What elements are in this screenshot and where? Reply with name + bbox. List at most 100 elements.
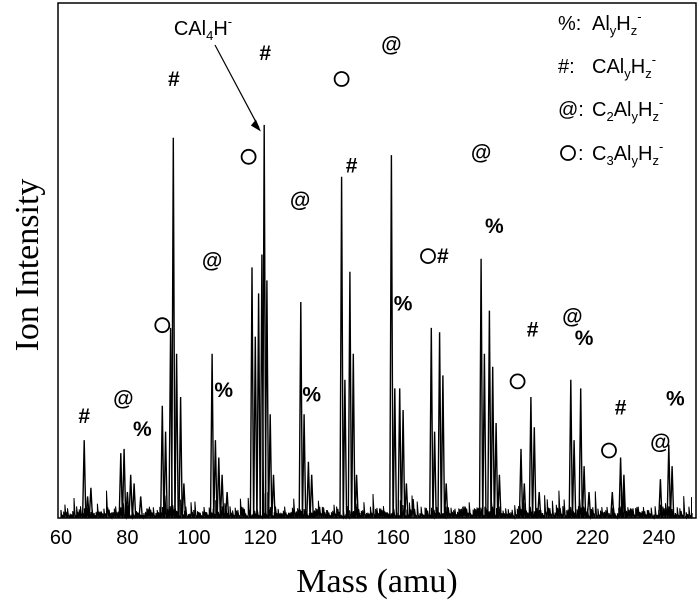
peak-marker-circle bbox=[509, 373, 526, 390]
spectrum-peak bbox=[342, 379, 348, 519]
spectrum-peak bbox=[261, 124, 267, 519]
spectrum-peak bbox=[669, 466, 675, 519]
spectrum-peak bbox=[256, 293, 261, 519]
legend-entry-label-part: z bbox=[652, 153, 659, 168]
spectrum-peak bbox=[618, 457, 623, 519]
x-tick-label: 120 bbox=[244, 527, 277, 549]
spectrum-peak bbox=[171, 137, 176, 519]
peak-marker: % bbox=[575, 327, 594, 350]
annotation-label-part: - bbox=[228, 14, 232, 29]
legend-circle-symbol bbox=[560, 145, 576, 161]
legend-entry-label: C3AlyHz- bbox=[592, 139, 663, 168]
spectrum-peak bbox=[131, 483, 137, 519]
spectrum-peak bbox=[490, 366, 495, 519]
spectrum-peak bbox=[621, 474, 627, 519]
spectrum-peak bbox=[531, 427, 537, 519]
spectrum-peak bbox=[354, 474, 359, 519]
spectrum-peak bbox=[306, 461, 311, 519]
legend-entry-label-part: H bbox=[638, 99, 652, 121]
x-tick-label: 240 bbox=[642, 527, 675, 549]
plot-frame bbox=[57, 2, 697, 519]
spectrum-peak bbox=[578, 388, 583, 519]
peak-marker: # bbox=[168, 68, 180, 91]
spectrum-peak bbox=[181, 483, 187, 519]
peak-marker: % bbox=[214, 379, 233, 402]
legend-entry-label-part: H bbox=[631, 56, 645, 78]
x-axis-title: Mass (amu) bbox=[296, 563, 457, 600]
legend-entry-label-part: Al bbox=[614, 143, 632, 165]
spectrum-peak bbox=[522, 483, 527, 519]
spectrum-peak bbox=[658, 479, 663, 519]
legend-entry-label-part: y bbox=[631, 153, 638, 168]
peak-marker: # bbox=[527, 319, 539, 342]
x-tick-label: 80 bbox=[116, 527, 138, 549]
peak-marker: % bbox=[302, 383, 321, 406]
legend-entry-label-part: - bbox=[652, 52, 656, 67]
x-tick-label: 180 bbox=[443, 527, 476, 549]
annotation-label-part: H bbox=[213, 18, 227, 40]
legend: %: AlyHz-#: CAlyHz-@: C2AlyHz-: C3AlyHz- bbox=[558, 9, 663, 168]
peak-marker-circle bbox=[240, 148, 257, 165]
spectrum-peak bbox=[301, 414, 307, 519]
spectrum-peak bbox=[400, 409, 406, 519]
spectrum-peak bbox=[568, 379, 574, 519]
spectrum-peak bbox=[128, 474, 133, 519]
x-tick-label: 60 bbox=[50, 527, 72, 549]
spectrum-peak bbox=[437, 332, 442, 519]
y-axis-title: Ion Intensity bbox=[9, 179, 46, 352]
peak-marker: @ bbox=[113, 388, 133, 411]
peak-marker: @ bbox=[471, 141, 491, 164]
spectrum-peak bbox=[138, 496, 143, 519]
legend-entry-label-part: z bbox=[631, 23, 638, 38]
spectrum-peak bbox=[351, 353, 356, 519]
legend-entry-label-part: z bbox=[645, 66, 652, 81]
spectrum-peak bbox=[518, 448, 524, 519]
spectrum-peak bbox=[125, 492, 130, 519]
x-axis-ticks: 60 80 100 120 140 160 180 200 220 240 bbox=[50, 510, 693, 549]
legend-entry-label-part: z bbox=[652, 109, 659, 124]
spectrum-peak bbox=[429, 327, 434, 519]
spectrum-peak bbox=[264, 280, 270, 519]
spectrum-peak bbox=[493, 422, 499, 519]
spectrum-peak bbox=[482, 353, 487, 519]
legend-entry-label-part: 3 bbox=[606, 153, 613, 168]
legend-entry-label-part: - bbox=[659, 139, 663, 154]
peak-marker-layer: # @% # @% # @% # @% # @% # @% # @% bbox=[78, 33, 685, 459]
spectrum-peak bbox=[174, 353, 179, 519]
legend-entry-label: C2AlyHz- bbox=[592, 95, 663, 124]
legend-colon: : bbox=[578, 143, 584, 165]
peak-marker: @ bbox=[381, 33, 401, 56]
spectrum-peak bbox=[389, 155, 394, 519]
spectrum-peak bbox=[586, 492, 592, 519]
spectrum-peak bbox=[160, 405, 165, 519]
spectrum-peak bbox=[581, 466, 587, 519]
x-tick-label: 160 bbox=[376, 527, 409, 549]
peak-marker: # bbox=[615, 396, 627, 419]
spectrum-peak bbox=[392, 388, 398, 519]
legend-entry-label: AlyHz- bbox=[592, 9, 642, 38]
legend-entry-label-part: y bbox=[631, 109, 638, 124]
peak-marker: @ bbox=[290, 189, 310, 212]
peak-marker-circle bbox=[420, 248, 436, 265]
spectrum-peak bbox=[309, 474, 314, 519]
legend-entry-label-part: H bbox=[638, 143, 652, 165]
x-tick-label: 100 bbox=[177, 527, 210, 549]
legend-entry-label-part: H bbox=[616, 13, 630, 35]
spectrum-peak bbox=[497, 474, 502, 519]
peak-marker: % bbox=[666, 388, 685, 411]
peak-marker-circle bbox=[333, 71, 350, 87]
peak-marker: # bbox=[346, 154, 358, 177]
spectrum-peak bbox=[209, 353, 215, 519]
spectrum-peak bbox=[81, 440, 87, 519]
spectrum-peak bbox=[347, 271, 353, 519]
spectrum-peak bbox=[163, 431, 168, 519]
peak-marker-circle bbox=[601, 442, 617, 459]
peak-marker: % bbox=[485, 215, 504, 238]
legend-entry-label-part: y bbox=[624, 66, 631, 81]
spectrum-peak bbox=[397, 388, 402, 519]
spectrum-peak bbox=[536, 492, 542, 519]
legend-entry-label-part: CAl bbox=[592, 56, 624, 78]
spectrum-peak bbox=[267, 414, 273, 519]
annotation-label-part: 4 bbox=[206, 28, 213, 43]
